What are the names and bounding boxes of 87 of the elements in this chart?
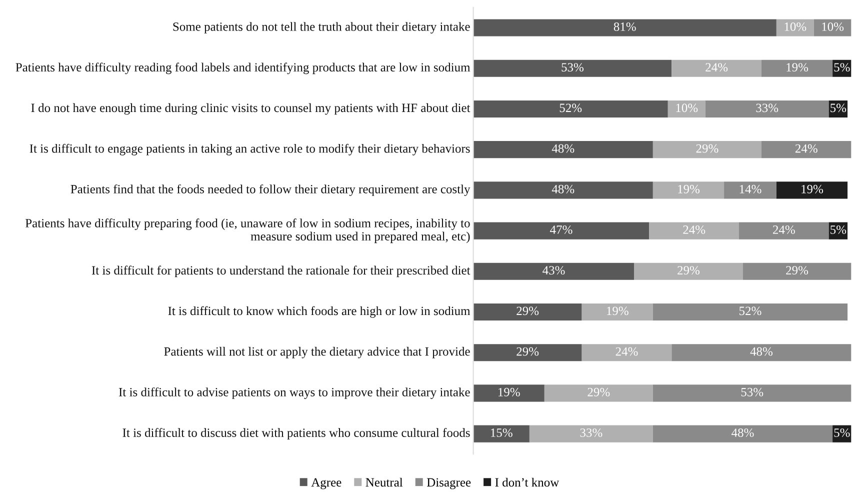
data-label: 19% xyxy=(607,306,628,316)
legend-label: Agree xyxy=(311,478,342,490)
data-label: 24% xyxy=(706,63,728,72)
bar xyxy=(652,303,848,321)
bar xyxy=(473,425,530,442)
bar xyxy=(582,344,672,362)
data-label: 48% xyxy=(552,144,574,153)
bar xyxy=(473,303,582,321)
y-tick-label: Patients find that the foods needed to follow their dietary requirement are costly xyxy=(70,184,470,196)
bar xyxy=(473,182,653,199)
data-label: 53% xyxy=(562,63,584,72)
data-label: 5% xyxy=(830,225,846,234)
data-label: 33% xyxy=(756,104,778,112)
bar xyxy=(724,182,776,199)
legend-label: Disagree xyxy=(426,478,471,490)
data-label: 5% xyxy=(834,428,850,437)
bar xyxy=(473,100,668,118)
bar xyxy=(473,141,653,158)
y-tick-label: It is difficult to discuss diet with patients who consume cultural foods xyxy=(122,428,470,440)
bar xyxy=(652,425,833,442)
bar xyxy=(582,303,653,321)
data-label: 29% xyxy=(516,306,539,316)
data-label: 48% xyxy=(552,184,574,194)
y-tick-label: I do not have enough time during clinic visits to counsel my patients with HF about diet xyxy=(31,103,470,115)
bar xyxy=(529,425,653,442)
bar xyxy=(473,60,672,77)
bar xyxy=(776,19,814,36)
bar xyxy=(742,262,852,280)
data-label: 48% xyxy=(750,347,772,356)
y-tick-label: Patients have difficulty preparing food (ie, unaware of low in sodium recipes, inability to measure sodium used in prepared meal, etc) xyxy=(25,218,470,244)
bar xyxy=(652,141,762,158)
data-label: 19% xyxy=(786,63,808,72)
data-label: 14% xyxy=(740,184,762,194)
y-tick-label: Patients will not list or apply the dietary advice that I provide xyxy=(164,346,470,358)
data-label: 33% xyxy=(580,428,602,437)
bar xyxy=(672,344,852,362)
y-tick-label: It is difficult for patients to understand the rationale for their prescribed diet xyxy=(92,266,470,278)
data-label: 29% xyxy=(516,347,539,356)
bar xyxy=(649,222,740,240)
data-label: 24% xyxy=(773,225,795,234)
data-label: 19% xyxy=(678,184,700,194)
bar xyxy=(705,100,829,118)
bar xyxy=(634,262,743,280)
data-label: 81% xyxy=(614,22,636,31)
bar xyxy=(814,19,852,36)
data-label: 48% xyxy=(732,428,754,437)
data-label: 52% xyxy=(560,104,582,112)
data-label: 19% xyxy=(802,184,824,194)
data-label: 52% xyxy=(740,306,762,316)
data-label: 47% xyxy=(550,225,572,234)
data-label: 15% xyxy=(491,428,512,437)
data-label: 10% xyxy=(676,104,698,112)
data-label: 53% xyxy=(741,388,764,396)
data-label: 10% xyxy=(822,22,844,31)
bar xyxy=(668,100,706,118)
data-label: 5% xyxy=(830,104,846,112)
data-label: 29% xyxy=(678,266,700,275)
bar xyxy=(544,384,653,402)
bar xyxy=(739,222,829,240)
data-label: 5% xyxy=(834,63,850,72)
legend-label: I don’t know xyxy=(495,478,560,487)
data-label: 19% xyxy=(498,388,520,396)
y-tick-label: It is difficult to advise patients on ways to improve their dietary intake xyxy=(118,387,470,399)
data-label: 10% xyxy=(784,22,806,31)
bar xyxy=(473,222,650,240)
data-label: 29% xyxy=(786,266,808,275)
y-tick-label: It is difficult to know which foods are high or low in sodium xyxy=(168,306,470,318)
y-tick-label: It is difficult to engage patients in taking an active role to modify their dietary behaviors xyxy=(30,144,470,156)
legend-label: Neutral xyxy=(366,478,403,487)
bar xyxy=(473,19,776,36)
data-label: 29% xyxy=(588,388,610,396)
data-label: 24% xyxy=(795,144,818,153)
bar xyxy=(473,262,634,280)
data-label: 24% xyxy=(616,347,638,356)
bar xyxy=(473,384,544,402)
data-label: 24% xyxy=(683,225,706,234)
data-label: 43% xyxy=(542,266,565,275)
data-label: 29% xyxy=(696,144,718,153)
bar xyxy=(761,60,833,77)
bar xyxy=(672,60,762,77)
y-tick-label: Some patients do not tell the truth about their dietary intake xyxy=(173,22,470,34)
bar xyxy=(652,182,724,199)
bar xyxy=(473,344,582,362)
y-tick-label: Patients have difficulty reading food labels and identifying products that are low in sodium xyxy=(16,62,470,74)
bar xyxy=(776,182,848,199)
bar xyxy=(652,384,852,402)
bar xyxy=(761,141,852,158)
